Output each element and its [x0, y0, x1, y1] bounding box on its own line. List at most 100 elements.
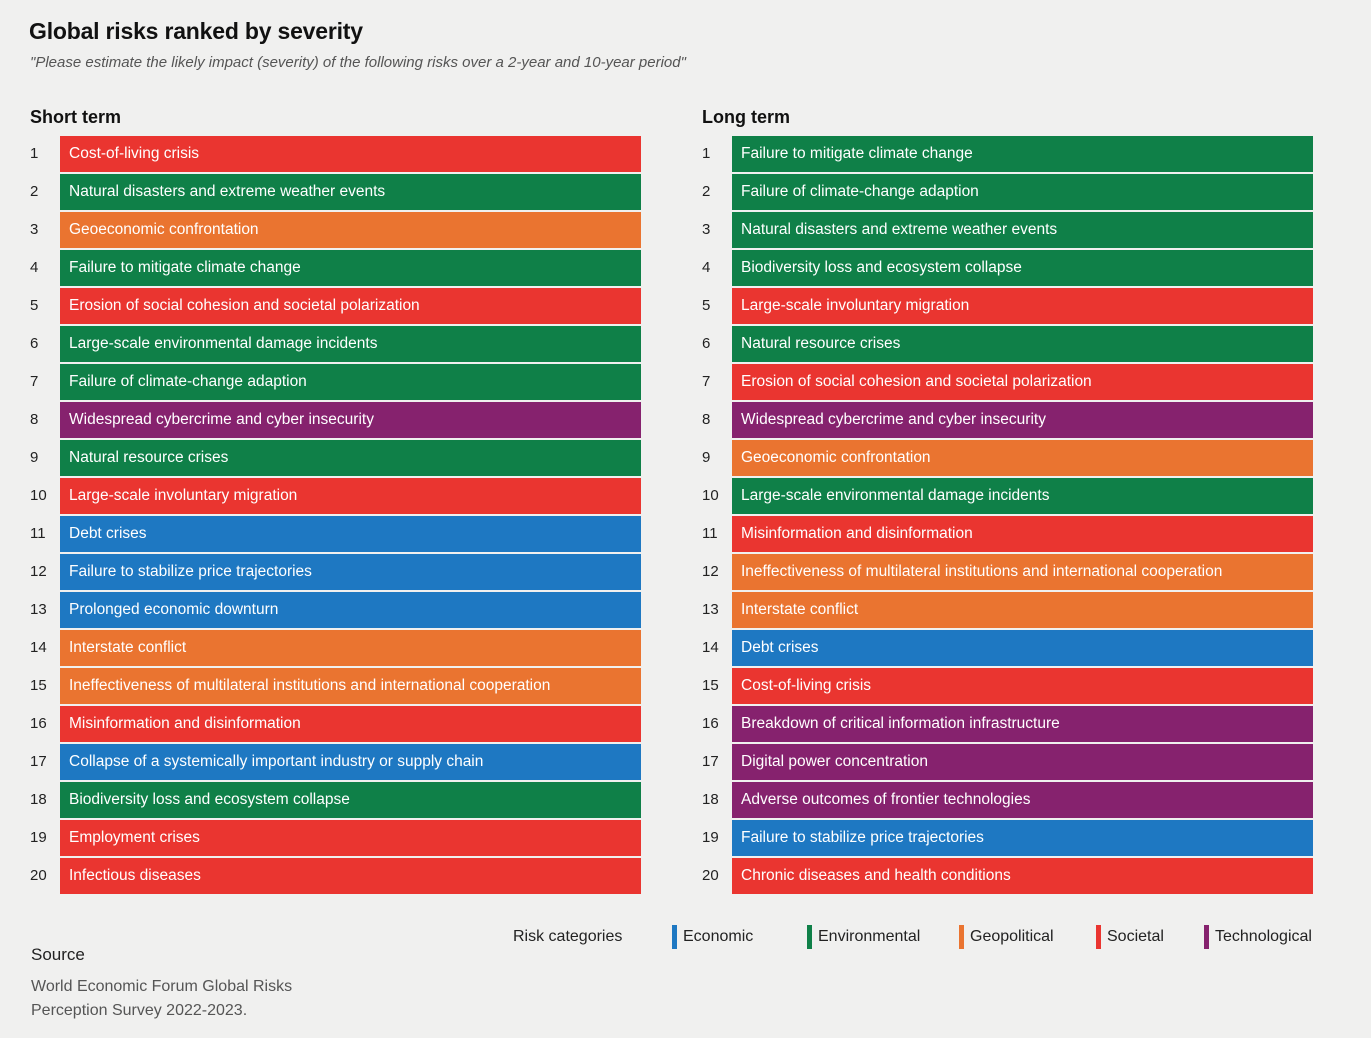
risk-bar: Debt crises — [732, 630, 1313, 666]
rank-number: 18 — [702, 791, 719, 808]
risk-bar: Adverse outcomes of frontier technologie… — [732, 782, 1313, 818]
rank-number: 10 — [702, 487, 719, 504]
risk-row: 20 Infectious diseases — [30, 858, 641, 896]
risk-bar: Widespread cybercrime and cyber insecuri… — [732, 402, 1313, 438]
risk-row: 7 Erosion of social cohesion and societal… — [702, 364, 1313, 402]
short-term-list: 1 Cost-of-living crisis 2 Natural disasters… — [30, 136, 641, 896]
rank-number: 16 — [30, 715, 47, 732]
risk-bar: Cost-of-living crisis — [60, 136, 641, 172]
legend-swatch — [1096, 925, 1101, 949]
rank-number: 7 — [30, 373, 39, 390]
risk-row: 5 Large-scale involuntary migration — [702, 288, 1313, 326]
source-text: World Economic Forum Global Risks Percep… — [31, 978, 293, 1019]
legend-label: Environmental — [818, 928, 921, 945]
risk-bar: Digital power concentration — [732, 744, 1313, 780]
chart-title: Global risks ranked by severity — [29, 18, 363, 44]
rank-number: 12 — [30, 563, 47, 580]
rank-number: 12 — [702, 563, 719, 580]
rank-number: 13 — [702, 601, 719, 618]
rank-number: 10 — [30, 487, 47, 504]
risk-row: 15 Ineffectiveness of multilateral instit… — [30, 668, 641, 706]
risk-row: 19 Failure to stabilize price trajectorie… — [702, 820, 1313, 858]
risk-row: 2 Failure of climate-change adaption — [702, 174, 1313, 212]
risk-row: 7 Failure of climate-change adaption — [30, 364, 641, 402]
legend-swatch — [672, 925, 677, 949]
risk-row: 16 Misinformation and disinformation — [30, 706, 641, 744]
chart-subtitle: "Please estimate the likely impact (seve… — [30, 54, 686, 71]
risk-bar: Employment crises — [60, 820, 641, 856]
rank-number: 13 — [30, 601, 47, 618]
risk-bar: Natural disasters and extreme weather ev… — [732, 212, 1313, 248]
rank-number: 1 — [702, 145, 711, 162]
risk-bar: Geoeconomic confrontation — [732, 440, 1313, 476]
rank-number: 7 — [702, 373, 711, 390]
risk-bar: Interstate conflict — [60, 630, 641, 666]
risk-row: 11 Misinformation and disinformation — [702, 516, 1313, 554]
risk-bar: Misinformation and disinformation — [60, 706, 641, 742]
legend-label: Geopolitical — [970, 928, 1054, 945]
risk-row: 9 Natural resource crises — [30, 440, 641, 478]
rank-number: 8 — [30, 411, 39, 428]
rank-number: 11 — [30, 525, 46, 542]
risk-bar: Large-scale involuntary migration — [60, 478, 641, 514]
risk-bar: Misinformation and disinformation — [732, 516, 1313, 552]
risk-row: 19 Employment crises — [30, 820, 641, 858]
short-term-heading: Short term — [30, 107, 122, 127]
risk-row: 18 Biodiversity loss and ecosystem collap… — [30, 782, 641, 820]
legend-swatch — [807, 925, 812, 949]
legend-swatch — [1204, 925, 1209, 949]
risk-row: 1 Cost-of-living crisis — [30, 136, 641, 174]
risk-bar: Cost-of-living crisis — [732, 668, 1313, 704]
risk-row: 6 Natural resource crises — [702, 326, 1313, 364]
risk-bar: Failure of climate-change adaption — [732, 174, 1313, 210]
rank-number: 14 — [702, 639, 719, 656]
rank-number: 6 — [30, 335, 39, 352]
rank-number: 14 — [30, 639, 47, 656]
rank-number: 2 — [702, 183, 711, 200]
long-term-list: 1 Failure to mitigate climate change 2 Fail… — [702, 136, 1313, 896]
risk-row: 17 Collapse of a systemically important i… — [30, 744, 641, 782]
legend-title: Risk categories — [513, 928, 623, 945]
risk-bar: Prolonged economic downturn — [60, 592, 641, 628]
risk-row: 12 Ineffectiveness of multilateral instit… — [702, 554, 1313, 592]
rank-number: 20 — [702, 867, 719, 884]
risk-bar: Erosion of social cohesion and societal … — [732, 364, 1313, 400]
risk-bar: Failure to stabilize price trajectories — [732, 820, 1313, 856]
risk-row: 3 Natural disasters and extreme weather e… — [702, 212, 1313, 250]
risk-row: 14 Interstate conflict — [30, 630, 641, 668]
risk-row: 8 Widespread cybercrime and cyber insecur… — [702, 402, 1313, 440]
risk-bar: Failure of climate-change adaption — [60, 364, 641, 400]
rank-number: 15 — [30, 677, 47, 694]
risk-row: 18 Adverse outcomes of frontier technolog… — [702, 782, 1313, 820]
risk-row: 20 Chronic diseases and health conditions — [702, 858, 1313, 896]
legend-swatch — [959, 925, 964, 949]
risk-bar: Ineffectiveness of multilateral institut… — [60, 668, 641, 704]
risk-row: 15 Cost-of-living crisis — [702, 668, 1313, 706]
rank-number: 15 — [702, 677, 719, 694]
long-term-column: Long term 1 Failure to mitigate climate c… — [702, 106, 1313, 896]
rank-number: 1 — [30, 145, 39, 162]
rank-number: 2 — [30, 183, 39, 200]
risk-row: 5 Erosion of social cohesion and societal… — [30, 288, 641, 326]
risk-bar: Large-scale environmental damage inciden… — [60, 326, 641, 362]
risk-bar: Collapse of a systemically important ind… — [60, 744, 641, 780]
risk-row: 17 Digital power concentration — [702, 744, 1313, 782]
rank-number: 19 — [30, 829, 47, 846]
risk-row: 1 Failure to mitigate climate change — [702, 136, 1313, 174]
risk-bar: Failure to mitigate climate change — [732, 136, 1313, 172]
rank-number: 3 — [30, 221, 39, 238]
risk-bar: Natural disasters and extreme weather ev… — [60, 174, 641, 210]
legend-label: Economic — [683, 928, 754, 945]
risk-bar: Chronic diseases and health conditions — [732, 858, 1313, 894]
risk-row: 2 Natural disasters and extreme weather e… — [30, 174, 641, 212]
risk-row: 16 Breakdown of critical information infr… — [702, 706, 1313, 744]
risk-bar: Failure to stabilize price trajectories — [60, 554, 641, 590]
rank-number: 19 — [702, 829, 719, 846]
risk-bar: Biodiversity loss and ecosystem collapse — [60, 782, 641, 818]
rank-number: 11 — [702, 525, 718, 542]
risk-row: 8 Widespread cybercrime and cyber insecur… — [30, 402, 641, 440]
risk-bar: Large-scale involuntary migration — [732, 288, 1313, 324]
rank-number: 17 — [702, 753, 719, 770]
rank-number: 6 — [702, 335, 711, 352]
rank-number: 5 — [702, 297, 711, 314]
